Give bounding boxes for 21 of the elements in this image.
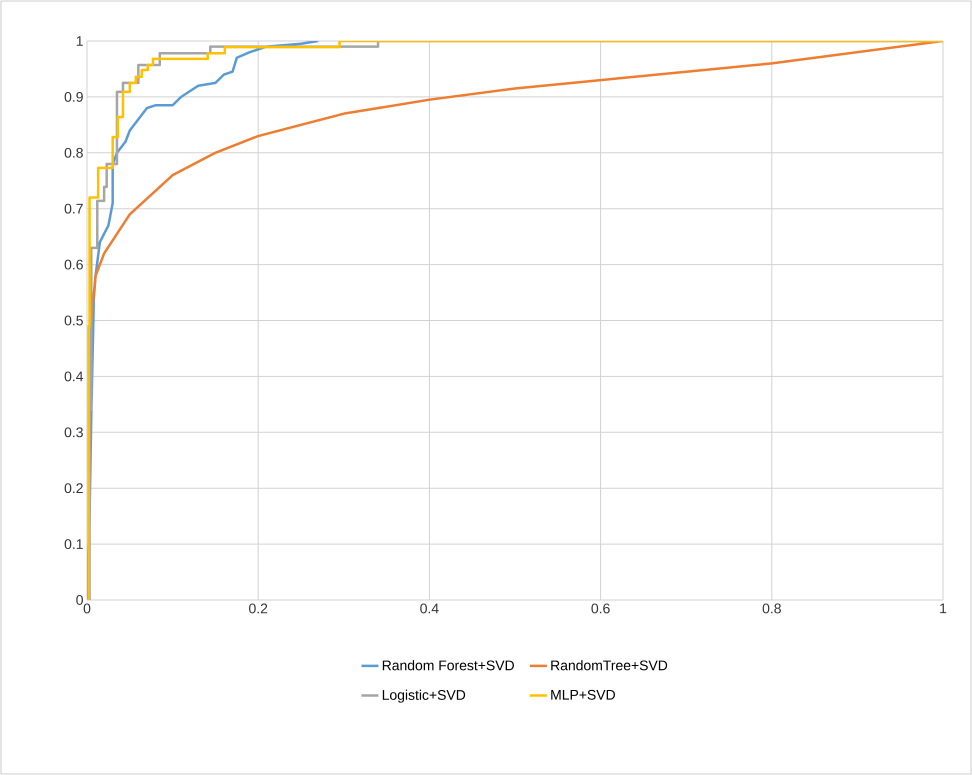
legend-label: MLP+SVD	[551, 690, 615, 700]
x-tick-label: 0.6	[591, 604, 610, 614]
legend-label: Random Forest+SVD	[382, 660, 514, 670]
x-tick-label: 0.2	[249, 604, 268, 614]
y-tick-label: 0.5	[64, 316, 83, 326]
x-tick-label: 0.4	[420, 604, 439, 614]
x-tick-label: 0	[84, 604, 90, 614]
legend-label: Logistic+SVD	[382, 690, 466, 703]
y-tick-label: 0.6	[64, 260, 83, 270]
x-tick-label: 1	[940, 604, 946, 614]
legend-label: RandomTree+SVD	[551, 660, 668, 670]
y-tick-label: 0.1	[64, 539, 83, 550]
y-tick-label: 0.3	[64, 427, 83, 438]
y-tick-label: 0.8	[64, 148, 83, 158]
y-tick-label: 0.9	[64, 92, 83, 102]
y-tick-label: 0.4	[64, 371, 84, 382]
y-tick-label: 0.7	[64, 204, 83, 214]
x-tick-label: 0.8	[762, 604, 781, 614]
y-tick-label: 0.2	[64, 483, 83, 494]
y-tick-label: 1	[76, 36, 83, 46]
y-tick-label: 0	[76, 595, 83, 605]
